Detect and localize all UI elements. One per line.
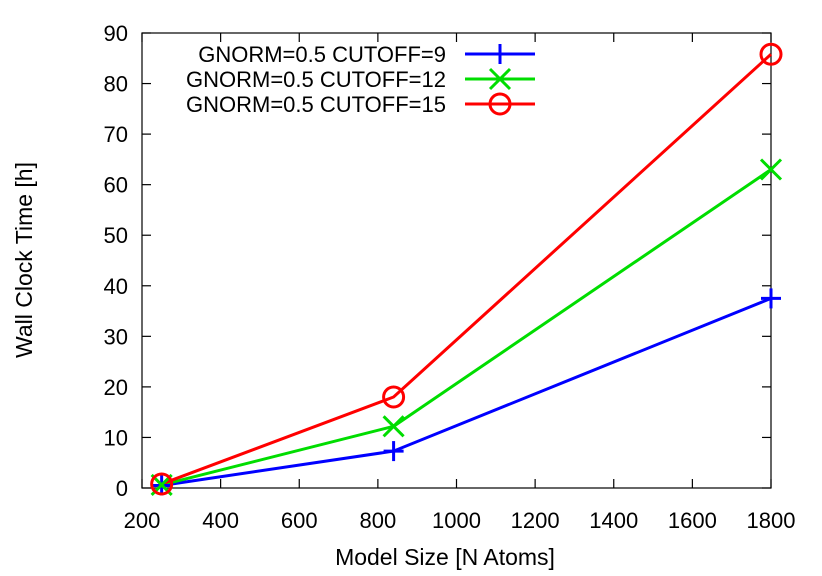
x-tick-label: 1600 bbox=[668, 508, 717, 533]
legend-marker-1-b bbox=[488, 67, 512, 91]
data-point bbox=[383, 441, 404, 462]
data-point bbox=[759, 158, 783, 181]
y-tick-label: 40 bbox=[104, 274, 128, 299]
x-tick-label: 1400 bbox=[589, 508, 638, 533]
tick-labels: 200 400 600 800 1000 1200 1400 1600 1800 0 10 20 30 4… bbox=[104, 21, 796, 533]
y-tick-label: 80 bbox=[104, 72, 128, 97]
data-point bbox=[150, 472, 174, 496]
x-tick-label: 800 bbox=[360, 508, 397, 533]
series-lines bbox=[161, 53, 773, 487]
data-point-b bbox=[382, 415, 405, 438]
legend-label: GNORM=0.5 CUTOFF=9 bbox=[198, 42, 446, 67]
legend-label: GNORM=0.5 CUTOFF=12 bbox=[186, 67, 446, 92]
x-tick-label: 200 bbox=[124, 508, 161, 533]
series-line-0 bbox=[161, 297, 772, 487]
x-tick-label: 1200 bbox=[511, 508, 560, 533]
series-line-2 bbox=[161, 53, 773, 486]
y-tick-label: 70 bbox=[104, 122, 128, 147]
y-axis-label: Wall Clock Time [h] bbox=[11, 162, 37, 358]
x-tick-label: 1000 bbox=[432, 508, 481, 533]
x-tick-label: 400 bbox=[202, 508, 239, 533]
legend-marker-2 bbox=[488, 92, 512, 116]
data-point bbox=[759, 42, 783, 66]
legend-marker-0 bbox=[490, 44, 510, 64]
data-point bbox=[761, 288, 781, 309]
legend-marker-1 bbox=[488, 67, 512, 91]
x-axis-label: Model Size [N Atoms] bbox=[335, 544, 555, 570]
legend-label: GNORM=0.5 CUTOFF=15 bbox=[186, 92, 446, 117]
data-point-b bbox=[759, 158, 783, 181]
y-tick-label: 0 bbox=[116, 476, 128, 501]
data-point bbox=[382, 385, 406, 409]
series-line-1 bbox=[161, 168, 772, 487]
y-tick-label: 60 bbox=[104, 173, 128, 198]
ticks bbox=[141, 32, 772, 489]
x-tick-label: 1800 bbox=[747, 508, 796, 533]
data-point bbox=[382, 415, 405, 438]
series-markers bbox=[150, 42, 783, 497]
y-tick-label: 30 bbox=[104, 324, 128, 349]
y-tick-label: 90 bbox=[104, 21, 128, 46]
y-tick-label: 50 bbox=[104, 223, 128, 248]
x-tick-label: 600 bbox=[281, 508, 318, 533]
y-tick-label: 10 bbox=[104, 425, 128, 450]
y-tick-label: 20 bbox=[104, 375, 128, 400]
